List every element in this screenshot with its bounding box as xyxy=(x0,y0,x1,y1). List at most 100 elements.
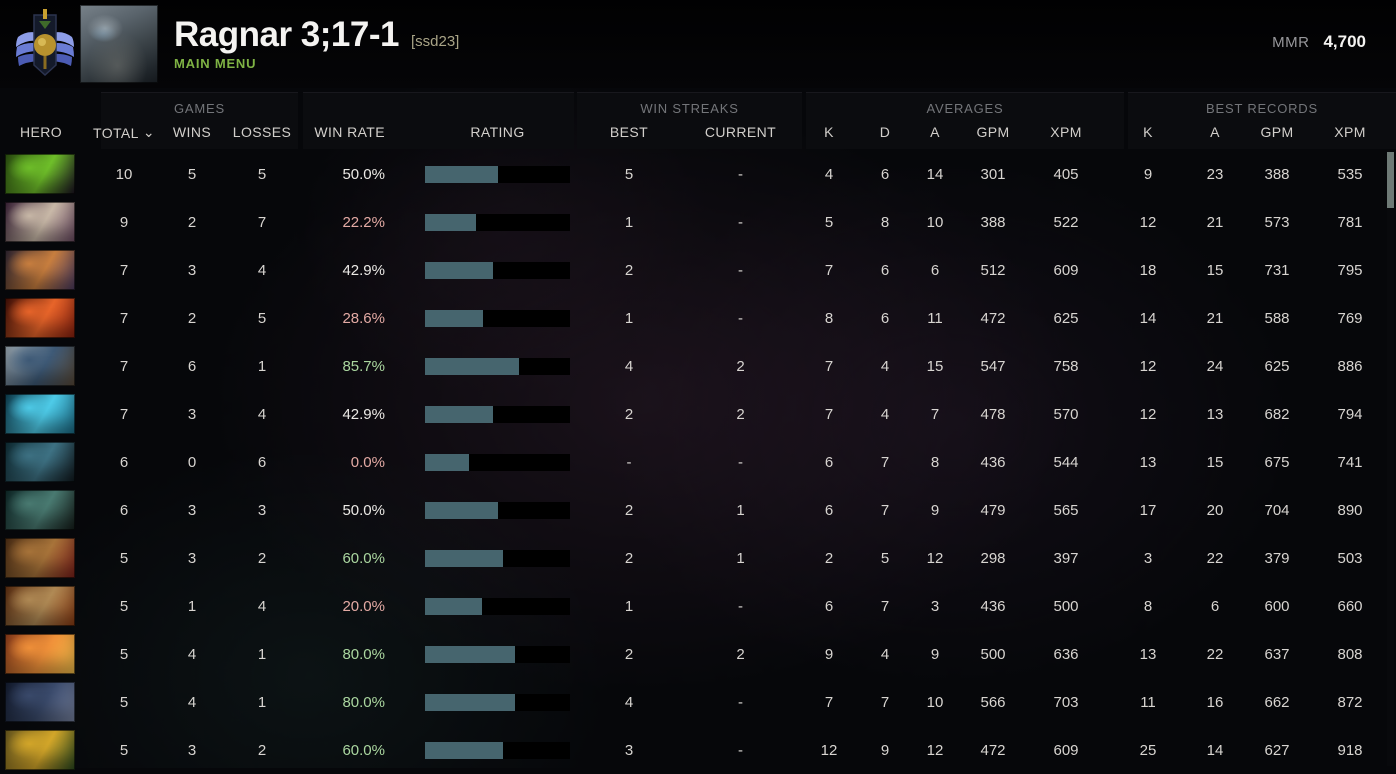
hero-stats-row[interactable]: 6 0 6 0.0% - - 6 7 8 436 544 13 15 675 7… xyxy=(0,438,1396,486)
hero-stats-row[interactable]: 7 3 4 42.9% 2 - 7 6 6 512 609 18 15 731 … xyxy=(0,246,1396,294)
column-header-rec-a[interactable]: A xyxy=(1210,124,1220,140)
streak-best-value: 4 xyxy=(624,357,634,375)
column-header-rec-gpm[interactable]: GPM xyxy=(1260,124,1294,140)
wins-value: 0 xyxy=(187,453,197,471)
rating-bar-fill xyxy=(425,597,482,615)
column-header-win-rate[interactable]: WIN RATE xyxy=(314,124,385,140)
column-header-avg-a[interactable]: A xyxy=(930,124,940,140)
rating-bar xyxy=(398,549,575,567)
main-menu-link[interactable]: MAIN MENU xyxy=(174,56,257,72)
best-assists-value: 22 xyxy=(1206,645,1224,663)
best-xpm-value: 808 xyxy=(1337,645,1363,663)
avg-kills-value: 9 xyxy=(824,645,834,663)
hero-portrait-ember-spirit xyxy=(5,298,75,338)
total-games-value: 5 xyxy=(119,741,129,759)
win-rate-value: 50.0% xyxy=(342,165,385,183)
column-header-streak-best[interactable]: BEST xyxy=(609,124,649,140)
hero-portrait-earthshaker xyxy=(5,538,75,578)
column-header-rating[interactable]: RATING xyxy=(470,124,525,140)
player-name: Ragnar 3;17-1 xyxy=(174,15,399,55)
rating-bar-fill xyxy=(425,693,515,711)
streak-best-value: 3 xyxy=(624,741,634,759)
streak-best-value: 1 xyxy=(624,309,634,327)
rating-bar-fill xyxy=(425,261,494,279)
streak-current-value: - xyxy=(738,309,743,327)
column-header-wins[interactable]: WINS xyxy=(172,124,212,140)
column-header-avg-k[interactable]: K xyxy=(824,124,834,140)
column-header-avg-gpm[interactable]: GPM xyxy=(976,124,1010,140)
rating-bar-fill xyxy=(425,501,498,519)
avg-kills-value: 4 xyxy=(824,165,834,183)
column-header-hero[interactable]: HERO xyxy=(20,124,63,140)
losses-value: 4 xyxy=(257,405,267,423)
best-xpm-value: 872 xyxy=(1337,693,1363,711)
scrollbar-thumb[interactable] xyxy=(1387,152,1394,208)
losses-value: 4 xyxy=(257,597,267,615)
losses-value: 3 xyxy=(257,501,267,519)
hero-portrait-kunkka xyxy=(5,346,75,386)
avg-assists-value: 15 xyxy=(926,357,944,375)
hero-stats-row[interactable]: 5 3 2 60.0% 3 - 12 9 12 472 609 25 14 62… xyxy=(0,726,1396,774)
avg-kills-value: 5 xyxy=(824,213,834,231)
losses-value: 2 xyxy=(257,549,267,567)
hero-stats-row[interactable]: 5 4 1 80.0% 2 2 9 4 9 500 636 13 22 637 … xyxy=(0,630,1396,678)
top-bar: Ragnar 3;17-1 [ssd23] MAIN MENU MMR 4,70… xyxy=(0,0,1396,88)
column-header-losses[interactable]: LOSSES xyxy=(232,124,292,140)
best-assists-value: 14 xyxy=(1206,741,1224,759)
best-xpm-value: 781 xyxy=(1337,213,1363,231)
streak-best-value: 2 xyxy=(624,261,634,279)
hero-stats-row[interactable]: 7 2 5 28.6% 1 - 8 6 11 472 625 14 21 588… xyxy=(0,294,1396,342)
streak-current-value: - xyxy=(738,453,743,471)
avg-assists-value: 3 xyxy=(930,597,940,615)
losses-value: 1 xyxy=(257,357,267,375)
column-header-avg-d[interactable]: D xyxy=(879,124,891,140)
avg-deaths-value: 8 xyxy=(880,213,890,231)
column-header-streak-current[interactable]: CURRENT xyxy=(704,124,777,140)
best-gpm-value: 588 xyxy=(1264,309,1290,327)
hero-portrait-phantom-assassin xyxy=(5,442,75,482)
hero-stats-row[interactable]: 10 5 5 50.0% 5 - 4 6 14 301 405 9 23 388… xyxy=(0,150,1396,198)
hero-stats-row[interactable]: 5 1 4 20.0% 1 - 6 7 3 436 500 8 6 600 66… xyxy=(0,582,1396,630)
avg-xpm-value: 609 xyxy=(1053,261,1079,279)
avg-assists-value: 12 xyxy=(926,549,944,567)
avg-gpm-value: 512 xyxy=(980,261,1006,279)
hero-stats-row[interactable]: 7 6 1 85.7% 4 2 7 4 15 547 758 12 24 625… xyxy=(0,342,1396,390)
win-rate-value: 80.0% xyxy=(342,645,385,663)
hero-stats-row[interactable]: 5 4 1 80.0% 4 - 7 7 10 566 703 11 16 662… xyxy=(0,678,1396,726)
column-header-rec-k[interactable]: K xyxy=(1143,124,1153,140)
column-header-avg-xpm[interactable]: XPM xyxy=(1050,124,1082,140)
column-header-total[interactable]: TOTAL ⌄ xyxy=(93,123,155,141)
avg-kills-value: 7 xyxy=(824,693,834,711)
avg-deaths-value: 6 xyxy=(880,309,890,327)
avg-gpm-value: 547 xyxy=(980,357,1006,375)
hero-stats-row[interactable]: 6 3 3 50.0% 2 1 6 7 9 479 565 17 20 704 … xyxy=(0,486,1396,534)
hero-stats-row[interactable]: 7 3 4 42.9% 2 2 7 4 7 478 570 12 13 682 … xyxy=(0,390,1396,438)
best-assists-value: 22 xyxy=(1206,549,1224,567)
best-assists-value: 6 xyxy=(1210,597,1220,615)
total-games-value: 7 xyxy=(119,405,129,423)
avg-gpm-value: 566 xyxy=(980,693,1006,711)
wins-value: 2 xyxy=(187,213,197,231)
rank-medal-icon xyxy=(14,7,76,81)
scrollbar-track[interactable] xyxy=(1387,150,1394,766)
avg-gpm-value: 479 xyxy=(980,501,1006,519)
streak-current-value: - xyxy=(738,261,743,279)
hero-stats-row[interactable]: 9 2 7 22.2% 1 - 5 8 10 388 522 12 21 573… xyxy=(0,198,1396,246)
rating-bar-track xyxy=(425,693,570,711)
streak-best-value: 1 xyxy=(624,597,634,615)
rating-bar xyxy=(398,645,575,663)
column-header-rec-xpm[interactable]: XPM xyxy=(1334,124,1366,140)
best-assists-value: 15 xyxy=(1206,261,1224,279)
wins-value: 1 xyxy=(187,597,197,615)
group-label-games: GAMES xyxy=(174,101,225,116)
total-games-value: 10 xyxy=(115,165,133,183)
hero-stats-row[interactable]: 5 3 2 60.0% 2 1 2 5 12 298 397 3 22 379 … xyxy=(0,534,1396,582)
win-rate-value: 0.0% xyxy=(350,453,385,471)
win-rate-value: 80.0% xyxy=(342,693,385,711)
rating-bar-fill xyxy=(425,645,515,663)
rating-bar-fill xyxy=(425,549,504,567)
rating-bar xyxy=(398,453,575,471)
avg-gpm-value: 436 xyxy=(980,597,1006,615)
avg-deaths-value: 4 xyxy=(880,405,890,423)
rating-bar-fill xyxy=(425,741,504,759)
